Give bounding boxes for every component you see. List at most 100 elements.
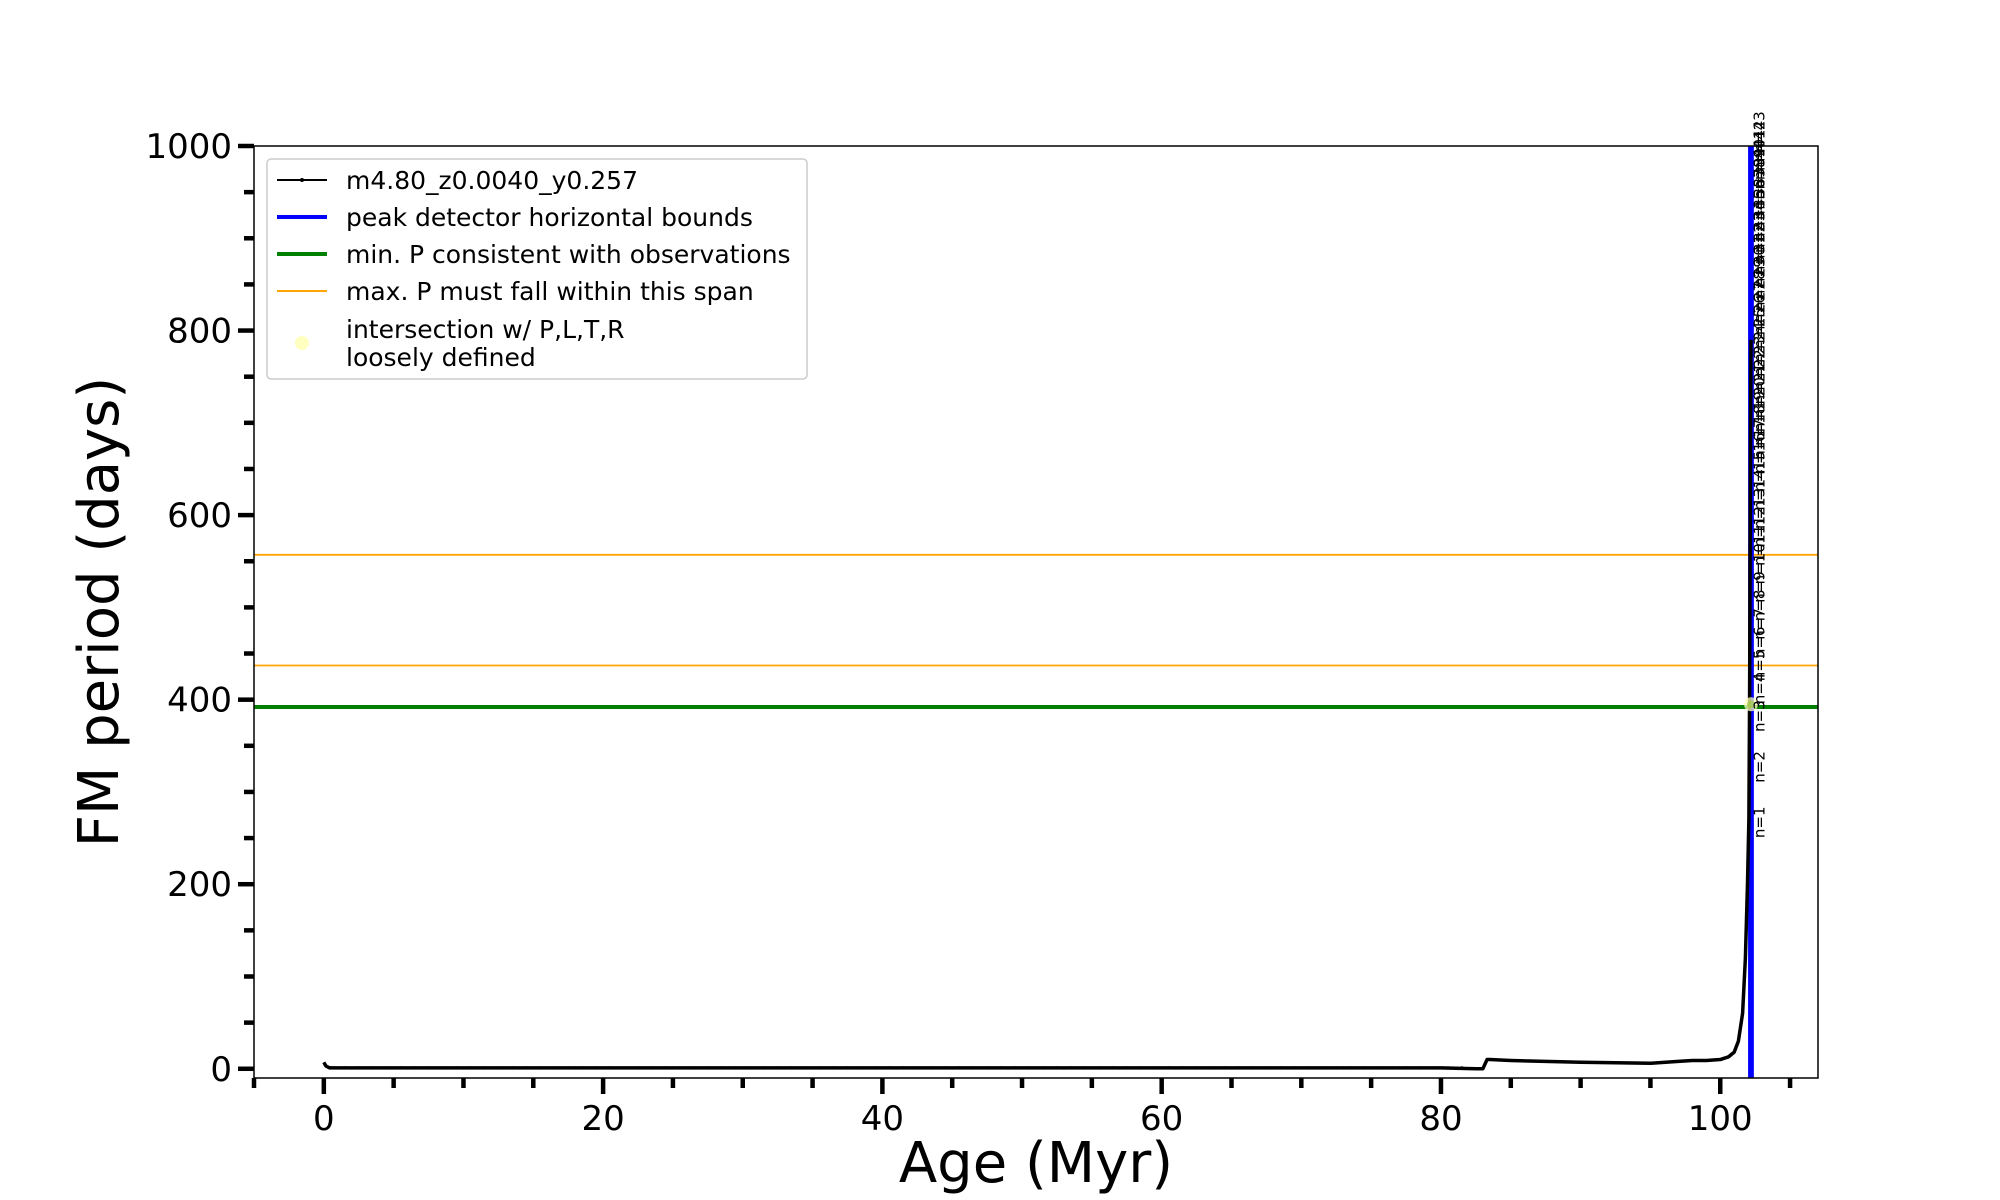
peak-annotation: n=22 (1750, 349, 1768, 390)
peak-annotation: n=25 (1750, 308, 1768, 349)
legend-label-4: max. P must fall within this span (346, 277, 754, 306)
legend-box (266, 158, 808, 380)
series-point (901, 1066, 905, 1070)
series-point (1027, 1066, 1031, 1070)
series-point (971, 1066, 975, 1070)
series-point (343, 1066, 347, 1070)
y-axis-title: FM period (days) (67, 377, 132, 847)
series-line (322, 339, 1753, 1071)
series-point (538, 1066, 542, 1070)
series-point (357, 1066, 361, 1070)
peak-annotation: n=17 (1750, 419, 1768, 460)
peak-annotation: n=13 (1750, 488, 1768, 529)
series-point (999, 1066, 1003, 1070)
series-point (1236, 1066, 1241, 1070)
series-point (482, 1066, 487, 1070)
x-tick-label: 0 (313, 1099, 335, 1139)
y-tick-label: 1000 (145, 127, 232, 167)
series-point (496, 1066, 500, 1070)
series-point (1055, 1066, 1059, 1070)
series-point (887, 1066, 891, 1070)
series-point (790, 1066, 794, 1070)
legend-label-5: loosely defined (346, 343, 536, 372)
legend-label-3: min. P consistent with observations (346, 240, 791, 269)
peak-annotation: n=15 (1750, 451, 1768, 492)
series-point (720, 1066, 724, 1070)
series-point (1264, 1066, 1269, 1070)
peak-annotation: n=37 (1750, 168, 1768, 209)
peak-annotation: n=5 (1750, 650, 1768, 682)
series-point (929, 1066, 933, 1070)
y-tick-label: 400 (167, 681, 232, 721)
series-point (580, 1066, 584, 1070)
intersection-point-core (1746, 700, 1755, 709)
series-point (1013, 1066, 1017, 1070)
legend-label-5: intersection w/ P,L,T,R (346, 315, 625, 344)
series-point (915, 1066, 919, 1070)
peak-annotation: n=16 (1750, 432, 1768, 473)
series-point (748, 1066, 752, 1070)
peak-annotation: n=40 (1750, 139, 1768, 180)
series-point (1194, 1066, 1199, 1070)
plot-area (254, 146, 1818, 1078)
peak-annotation: n=29 (1750, 258, 1768, 299)
peak-annotation: n=8 (1750, 590, 1768, 622)
series-point (1083, 1066, 1087, 1070)
peak-annotation: n=36 (1750, 179, 1768, 220)
peak-annotation: n=43 (1750, 111, 1768, 152)
peak-annotation: n=4 (1750, 673, 1768, 705)
x-tick-label: 20 (581, 1099, 624, 1139)
y-tick-label: 800 (167, 312, 232, 352)
series-point (1390, 1066, 1394, 1070)
peak-annotation: n=30 (1750, 246, 1768, 287)
legend-label-2: peak detector horizontal bounds (346, 203, 753, 232)
series-point (859, 1066, 864, 1070)
peak-annotation: n=39 (1750, 148, 1768, 189)
series-point (678, 1066, 682, 1070)
series-point (1376, 1066, 1380, 1070)
series-point (608, 1066, 612, 1070)
peak-annotation: n=6 (1750, 627, 1768, 659)
series-point (566, 1066, 570, 1070)
peak-annotation: n=3 (1750, 700, 1768, 732)
x-axis-title: Age (Myr) (899, 1131, 1173, 1196)
peak-annotation: n=19 (1750, 391, 1768, 432)
series-point (1181, 1066, 1185, 1070)
series-point (1334, 1066, 1338, 1070)
series-point (943, 1066, 947, 1070)
series-point (1348, 1066, 1352, 1070)
series-point (873, 1066, 878, 1070)
series-point (524, 1066, 528, 1070)
y-tick-label: 0 (210, 1050, 232, 1090)
series-point (1222, 1066, 1227, 1070)
series-point (1432, 1066, 1436, 1070)
series-point (622, 1066, 626, 1070)
series-point (371, 1066, 375, 1070)
series-point (1460, 1066, 1464, 1070)
series-point (803, 1066, 808, 1070)
peak-annotation: n=10 (1750, 543, 1768, 584)
series-point (650, 1066, 654, 1070)
series-point (1069, 1066, 1073, 1070)
peak-annotation: n=26 (1750, 294, 1768, 335)
series-point (1446, 1066, 1450, 1070)
series-point (1041, 1066, 1045, 1070)
peak-annotation: n=38 (1750, 158, 1768, 199)
series-point (1418, 1066, 1422, 1070)
series-point (1292, 1066, 1296, 1070)
series-point (412, 1066, 417, 1070)
series-point (399, 1066, 403, 1070)
series-point (440, 1066, 445, 1070)
series-point (734, 1066, 738, 1070)
series-point (552, 1066, 556, 1070)
peak-annotation: n=18 (1750, 405, 1768, 446)
series-point (385, 1066, 389, 1070)
peak-annotation: n=34 (1750, 201, 1768, 242)
series-point (664, 1066, 668, 1070)
peak-annotation: n=9 (1750, 571, 1768, 603)
y-tick-label: 600 (167, 496, 232, 536)
peak-annotation: n=27 (1750, 282, 1768, 323)
peak-annotation: n=24 (1750, 322, 1768, 363)
